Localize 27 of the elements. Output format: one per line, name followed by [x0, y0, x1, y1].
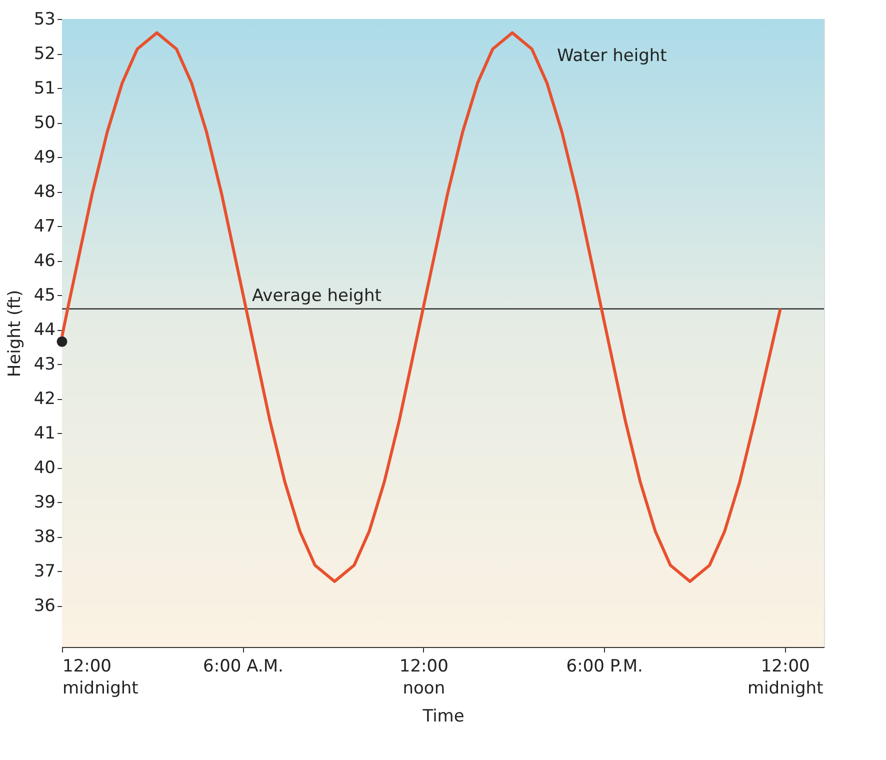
y-tick-label: 44 — [34, 320, 56, 340]
x-axis-title: Time — [422, 706, 464, 726]
x-tick-label: 6:00 A.M. — [203, 656, 284, 676]
y-tick-label: 45 — [34, 286, 56, 306]
y-tick-label: 52 — [34, 44, 56, 64]
y-tick-label: 48 — [34, 182, 56, 202]
y-tick-label: 41 — [34, 424, 56, 444]
x-tick-label: 12:00 noon — [399, 656, 448, 698]
y-tick-label: 38 — [34, 527, 56, 548]
y-tick-label: 36 — [34, 596, 56, 616]
y-tick-label: 46 — [34, 251, 56, 272]
y-tick-label: 39 — [34, 492, 56, 513]
x-tick-label: 12:00 midnight — [747, 656, 824, 698]
y-tick-label: 42 — [34, 389, 56, 410]
y-tick-label: 51 — [34, 78, 56, 99]
y-tick-label: 50 — [34, 113, 56, 134]
annotation: Water height — [557, 46, 668, 66]
y-tick-label: 47 — [34, 216, 56, 237]
y-tick-label: 37 — [34, 562, 56, 582]
x-tick-label: 12:00 midnight — [62, 656, 139, 698]
y-tick-label: 43 — [34, 354, 56, 375]
y-axis-title: Height (ft) — [4, 290, 25, 378]
y-tick-label: 40 — [34, 458, 56, 478]
ref-line-label: Average height — [252, 286, 382, 306]
x-tick-label: 6:00 P.M. — [566, 656, 643, 676]
y-tick-label: 49 — [34, 148, 56, 168]
y-tick-label: 53 — [34, 10, 56, 30]
